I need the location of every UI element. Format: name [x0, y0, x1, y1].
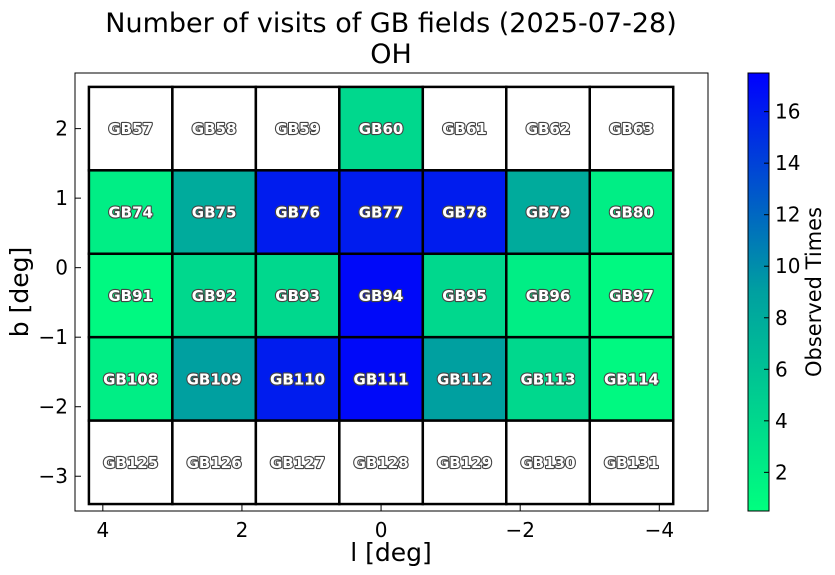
heatmap-cell: [338, 169, 425, 256]
cell-label: GB113: [520, 370, 575, 388]
cell-label: GB125: [103, 454, 158, 472]
heatmap-cell: [171, 335, 258, 422]
heatmap-cell: [505, 85, 591, 172]
heatmap-cells: GB57 GB58 GB59 GB60 GB61 GB62 GB63 GB74 GB75 GB76…: [87, 85, 675, 506]
x-tick-label: 0: [375, 518, 388, 542]
heatmap-cell: [171, 252, 258, 339]
cell-label: GB74: [108, 204, 153, 222]
cell-label: GB128: [354, 454, 409, 472]
heatmap-cell: [87, 252, 174, 339]
y-axis-ticks: 2 1 0 −1 −2 −3: [39, 117, 81, 488]
heatmap-cell: [505, 335, 591, 422]
heatmap-cell: [87, 419, 174, 506]
cell-label: GB92: [192, 287, 237, 305]
colorbar-tick-label: 12: [775, 203, 800, 227]
cell-label: GB79: [526, 204, 571, 222]
cell-label: GB78: [442, 204, 487, 222]
y-tick-label: 2: [55, 117, 68, 141]
colorbar-tick-label: 2: [775, 460, 788, 484]
cell-label: GB75: [192, 204, 237, 222]
y-tick-label: 0: [55, 256, 68, 280]
y-tick-label: −2: [39, 395, 68, 419]
cell-label: GB112: [437, 370, 492, 388]
cell-label: GB129: [437, 454, 492, 472]
colorbar-tick-label: 10: [775, 254, 800, 278]
cell-label: GB76: [275, 204, 320, 222]
cell-label: GB60: [359, 120, 404, 138]
chart-subtitle: OH: [370, 39, 412, 70]
x-tick-label: 2: [236, 518, 249, 542]
cell-label: GB91: [108, 287, 153, 305]
cell-label: GB57: [108, 120, 153, 138]
cell-label: GB97: [609, 287, 654, 305]
heatmap-cell: [171, 419, 258, 506]
x-axis-ticks: 4 2 0 −2 −4: [96, 505, 674, 542]
cell-label: GB62: [526, 120, 571, 138]
cell-label: GB94: [359, 287, 404, 305]
heatmap-cell: [254, 419, 341, 506]
colorbar-tick-label: 6: [775, 357, 788, 381]
cell-label: GB108: [103, 370, 158, 388]
heatmap-cell: [588, 169, 675, 256]
cell-label: GB80: [609, 204, 654, 222]
heatmap-cell: [588, 85, 675, 172]
cell-label: GB77: [359, 204, 404, 222]
colorbar-tick-label: 16: [775, 100, 800, 124]
y-tick-label: 1: [55, 186, 68, 210]
cell-label: GB131: [604, 454, 659, 472]
cell-label: GB61: [442, 120, 487, 138]
x-axis-label: l [deg]: [350, 538, 432, 567]
cell-label: GB111: [354, 370, 409, 388]
heatmap-cell: [254, 252, 341, 339]
heatmap-cell: [421, 335, 508, 422]
colorbar-tick-label: 8: [775, 306, 788, 330]
colorbar-tick-label: 14: [775, 151, 800, 175]
heatmap-cell: [171, 169, 258, 256]
chart-title: Number of visits of GB fields (2025-07-2…: [105, 8, 676, 39]
cell-label: GB114: [604, 370, 659, 388]
cell-label: GB58: [192, 120, 237, 138]
cell-label: GB109: [187, 370, 242, 388]
heatmap-cell: [421, 169, 508, 256]
colorbar: [747, 72, 770, 512]
cell-label: GB59: [275, 120, 320, 138]
x-tick-label: 4: [96, 518, 109, 542]
cell-label: GB126: [187, 454, 242, 472]
heatmap-cell: [338, 419, 425, 506]
cell-label: GB127: [270, 454, 325, 472]
cell-label: GB130: [520, 454, 575, 472]
colorbar-tick-label: 4: [775, 409, 788, 433]
heatmap-cell: [87, 335, 174, 422]
heatmap-cell: [338, 85, 425, 172]
cell-label: GB93: [275, 287, 320, 305]
y-tick-label: −3: [39, 464, 68, 488]
cell-label: GB110: [270, 370, 325, 388]
heatmap-cell: [87, 169, 174, 256]
heatmap-cell: [505, 252, 591, 339]
cell-label: GB63: [609, 120, 654, 138]
plot-area-frame: [74, 72, 709, 512]
x-tick-label: −4: [645, 518, 674, 542]
y-tick-label: −1: [39, 325, 68, 349]
y-axis-label: b [deg]: [5, 247, 34, 337]
colorbar-label: Observed Times: [802, 207, 826, 377]
heatmap-cell: [588, 419, 675, 506]
x-tick-label: −2: [505, 518, 534, 542]
cell-label: GB95: [442, 287, 487, 305]
cell-label: GB96: [526, 287, 571, 305]
colorbar-ticks: 2 4 6 8 10 12 14 16: [764, 100, 800, 484]
